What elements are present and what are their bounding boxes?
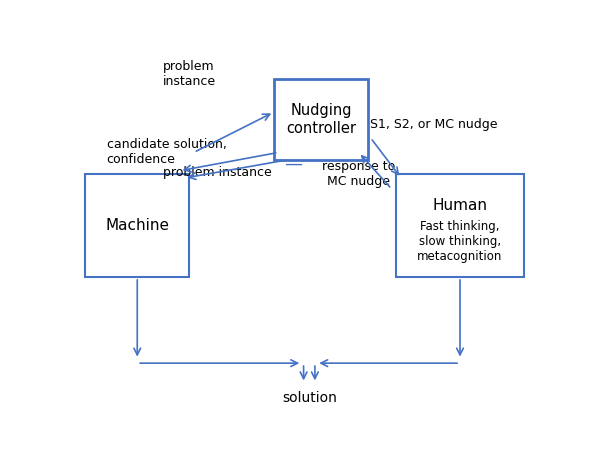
FancyBboxPatch shape <box>85 174 189 277</box>
Text: Fast thinking,
slow thinking,
metacognition: Fast thinking, slow thinking, metacognit… <box>417 219 503 263</box>
Text: S1, S2, or MC nudge: S1, S2, or MC nudge <box>370 119 498 131</box>
Text: Nudging
controller: Nudging controller <box>286 103 356 136</box>
Text: response to
MC nudge: response to MC nudge <box>322 160 395 188</box>
FancyBboxPatch shape <box>274 79 368 160</box>
Text: candidate solution,
confidence: candidate solution, confidence <box>106 139 227 167</box>
Text: problem instance: problem instance <box>163 166 272 179</box>
Text: solution: solution <box>282 391 337 405</box>
Text: Human: Human <box>432 198 488 213</box>
Text: Machine: Machine <box>105 218 169 233</box>
FancyBboxPatch shape <box>396 174 523 277</box>
Text: problem
instance: problem instance <box>162 60 216 88</box>
Text: —: — <box>284 154 302 172</box>
